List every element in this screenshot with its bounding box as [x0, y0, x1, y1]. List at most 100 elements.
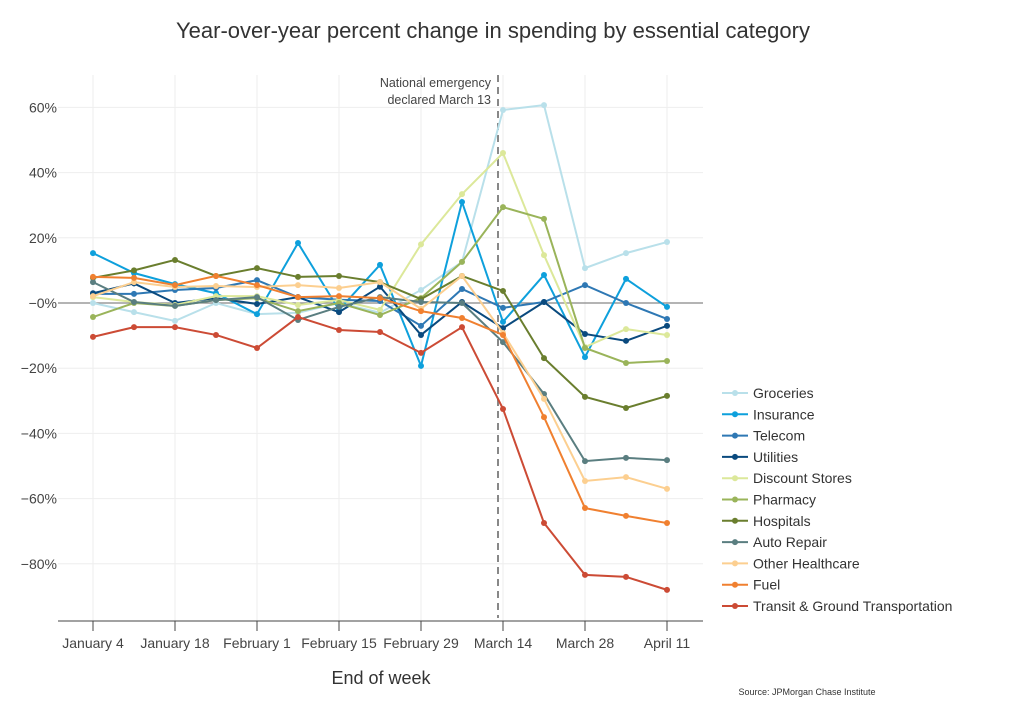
data-point [172, 256, 178, 263]
x-tick-label: March 28 [556, 635, 615, 651]
legend-item: Auto Repair [722, 534, 827, 550]
data-point [623, 404, 629, 411]
data-point [541, 215, 547, 222]
data-point [254, 300, 260, 307]
data-point [664, 485, 670, 492]
legend-marker [732, 432, 738, 439]
data-point [541, 414, 547, 421]
data-point [295, 301, 301, 308]
data-point [582, 354, 588, 361]
data-point [459, 191, 465, 198]
data-point [500, 304, 506, 311]
x-tick-label: January 18 [140, 635, 209, 651]
data-point [131, 299, 137, 306]
data-point [582, 571, 588, 578]
data-point [254, 282, 260, 289]
data-point [664, 586, 670, 593]
data-point [582, 458, 588, 465]
data-point [377, 283, 383, 290]
data-point [418, 286, 424, 293]
legend-marker [732, 496, 738, 503]
y-tick-label: 60% [29, 99, 57, 115]
data-point [664, 239, 670, 246]
legend-item: Transit & Ground Transportation [722, 598, 952, 614]
legend-label: Other Healthcare [753, 555, 860, 571]
data-point [213, 331, 219, 338]
data-point [90, 293, 96, 300]
data-point [90, 273, 96, 280]
data-point [500, 318, 506, 325]
data-point [418, 299, 424, 306]
data-point [295, 240, 301, 247]
legend-marker [732, 517, 738, 524]
data-point [623, 337, 629, 344]
y-tick-label: −60% [21, 491, 57, 507]
x-tick-label: January 4 [62, 635, 124, 651]
data-point [213, 283, 219, 290]
legend-marker [732, 453, 738, 460]
data-point [336, 272, 342, 279]
data-point [131, 309, 137, 316]
data-point [336, 309, 342, 316]
legend-item: Insurance [722, 406, 815, 422]
legend-item: Pharmacy [722, 492, 816, 508]
legend-item: Other Healthcare [722, 555, 860, 571]
data-point [295, 282, 301, 289]
x-axis-label: End of week [331, 668, 431, 688]
data-point [623, 454, 629, 461]
y-tick-label: −80% [21, 556, 57, 572]
data-point [541, 252, 547, 259]
legend-label: Transit & Ground Transportation [753, 598, 952, 614]
legend-marker [732, 603, 738, 609]
y-tick-label: −40% [21, 425, 57, 441]
data-point [131, 290, 137, 297]
data-point [90, 314, 96, 321]
legend-item: Telecom [722, 428, 805, 444]
data-point [90, 300, 96, 306]
data-point [172, 317, 178, 324]
data-point [131, 279, 137, 286]
data-point [459, 300, 465, 306]
data-point [90, 279, 96, 286]
data-point [500, 287, 506, 294]
data-point [377, 295, 383, 302]
legend-marker [732, 475, 738, 482]
data-point [377, 312, 383, 319]
legend-label: Hospitals [753, 513, 811, 529]
data-point [623, 250, 629, 257]
y-tick-label: 20% [29, 230, 57, 246]
data-point [336, 303, 342, 310]
x-tick-label: February 15 [301, 635, 377, 651]
data-point [295, 308, 301, 315]
data-point [254, 311, 260, 318]
data-point [623, 474, 629, 481]
data-point [459, 272, 465, 279]
data-point [172, 324, 178, 331]
legend-item: Utilities [722, 449, 798, 465]
source-note: Source: JPMorgan Chase Institute [738, 687, 875, 697]
data-point [582, 505, 588, 512]
data-point [459, 324, 465, 331]
data-point [664, 358, 670, 365]
data-point [664, 315, 670, 322]
data-point [664, 392, 670, 399]
data-point [500, 405, 506, 412]
data-point [295, 314, 301, 321]
legend-marker [732, 539, 738, 546]
legend-item: Fuel [722, 577, 780, 593]
data-point [459, 285, 465, 292]
y-tick-label: 40% [29, 165, 57, 181]
data-point [213, 272, 219, 279]
legend-label: Fuel [753, 577, 780, 593]
legend-marker [732, 390, 738, 396]
data-point [254, 265, 260, 272]
y-tick-label: −0% [29, 295, 57, 311]
data-point [295, 273, 301, 280]
legend-label: Auto Repair [753, 534, 827, 550]
legend-item: Discount Stores [722, 470, 852, 486]
data-point [131, 274, 137, 281]
data-point [418, 241, 424, 248]
data-point [131, 324, 137, 331]
